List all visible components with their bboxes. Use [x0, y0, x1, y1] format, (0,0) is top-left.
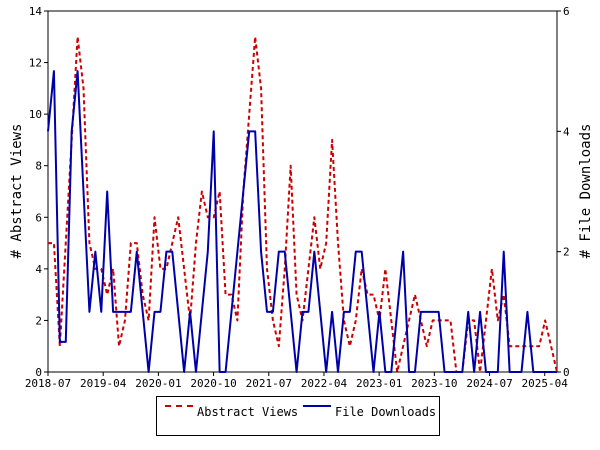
- left-tick-label: 4: [35, 263, 42, 276]
- right-tick-label: 4: [563, 125, 570, 138]
- left-axis: 0 2 4 6 8 10 12 14: [29, 5, 48, 379]
- left-tick-label: 6: [35, 211, 42, 224]
- x-tick-label: 2020-10: [190, 377, 236, 390]
- x-tick-label: 2022-04: [301, 377, 348, 390]
- x-tick-label: 2018-07: [25, 377, 71, 390]
- x-tick-label: 2019-04: [80, 377, 127, 390]
- legend: Abstract Views File Downloads: [156, 396, 440, 436]
- right-axis: 0 2 4 6: [557, 5, 570, 379]
- x-tick-label: 2023-01: [356, 377, 402, 390]
- left-tick-label: 0: [35, 366, 42, 379]
- legend-swatch-abstract-views: [165, 405, 193, 407]
- left-axis-title: # Abstract Views: [9, 124, 25, 259]
- x-axis: 2018-07 2019-04 2020-01 2020-10 2021-07 2022-…: [25, 372, 568, 390]
- legend-swatch-file-downloads: [303, 405, 331, 407]
- left-tick-label: 8: [35, 160, 42, 173]
- x-tick-label: 2023-10: [411, 377, 457, 390]
- series-line-file-downloads: [47, 70, 557, 373]
- x-tick-label: 2020-01: [135, 377, 181, 390]
- x-tick-label: 2025-04: [522, 377, 569, 390]
- left-tick-label: 2: [35, 314, 42, 327]
- left-tick-label: 10: [29, 108, 42, 121]
- x-tick-label: 2021-07: [246, 377, 292, 390]
- series-layer: [47, 35, 558, 373]
- left-tick-label: 14: [29, 5, 43, 18]
- right-axis-title: # File Downloads: [578, 124, 594, 259]
- legend-label-abstract-views: Abstract Views: [197, 405, 299, 419]
- x-tick-label: 2024-07: [466, 377, 512, 390]
- plot-frame: [47, 10, 558, 373]
- legend-label-file-downloads: File Downloads: [335, 405, 437, 419]
- right-tick-label: 0: [563, 366, 570, 379]
- left-tick-label: 12: [29, 57, 42, 70]
- right-tick-label: 6: [563, 5, 570, 18]
- right-tick-label: 2: [563, 246, 570, 259]
